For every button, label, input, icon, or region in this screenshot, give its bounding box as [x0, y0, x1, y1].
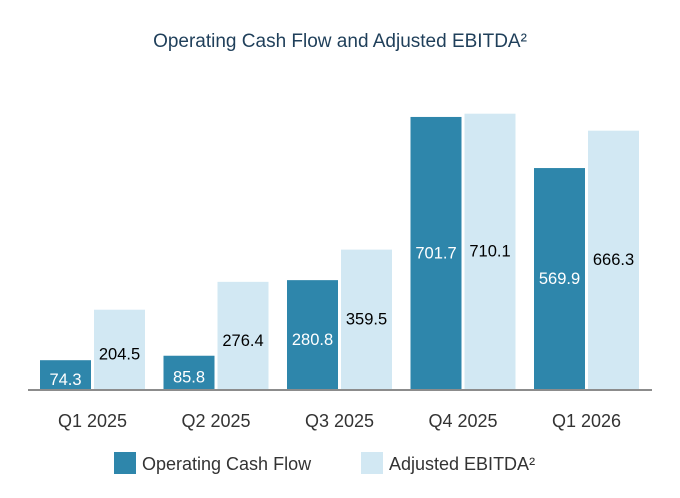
bar-operating-cash-flow-q1-2026 [534, 168, 585, 389]
data-label: 74.3 [49, 371, 81, 389]
bar-operating-cash-flow-q1-2025 [40, 360, 91, 389]
legend-label-adjusted-ebitda: Adjusted EBITDA² [389, 454, 535, 474]
data-label: 701.7 [415, 244, 456, 262]
x-tick-label: Q1 2026 [552, 411, 621, 431]
legend-swatch-adjusted-ebitda [361, 452, 383, 474]
bar-operating-cash-flow-q3-2025 [287, 280, 338, 389]
bar-adjusted-ebitda-q1-2025 [94, 309, 145, 389]
bar-adjusted-ebitda-q3-2025 [341, 249, 392, 389]
data-label: 85.8 [173, 369, 205, 387]
x-tick-label: Q4 2025 [428, 411, 497, 431]
data-label: 204.5 [99, 346, 140, 364]
bar-adjusted-ebitda-q1-2026 [588, 130, 639, 390]
plot-area: 74.3 204.5 85.8 276.4 280.8 359.5 701.7 710.1 56… [40, 113, 639, 390]
x-tick-label: Q1 2025 [58, 411, 127, 431]
x-tick-label: Q3 2025 [305, 411, 374, 431]
legend: Operating Cash Flow Adjusted EBITDA² [114, 452, 535, 474]
data-label: 276.4 [222, 332, 263, 350]
chart-title: Operating Cash Flow and Adjusted EBITDA² [153, 31, 527, 52]
data-label: 710.1 [469, 243, 510, 261]
x-tick-label: Q2 2025 [181, 411, 250, 431]
bar-operating-cash-flow-q2-2025 [163, 355, 215, 389]
bar-adjusted-ebitda-q2-2025 [217, 281, 269, 389]
x-axis-ticks: Q1 2025 Q2 2025 Q3 2025 Q4 2025 Q1 2026 [58, 411, 621, 431]
legend-swatch-operating-cash-flow [114, 452, 136, 474]
bar-adjusted-ebitda-q4-2025 [464, 113, 516, 390]
data-label: 666.3 [593, 251, 634, 269]
data-label: 280.8 [292, 331, 333, 349]
data-label: 359.5 [346, 311, 387, 329]
legend-label-operating-cash-flow: Operating Cash Flow [142, 454, 312, 474]
bar-operating-cash-flow-q4-2025 [410, 116, 462, 389]
data-label: 569.9 [539, 270, 580, 288]
